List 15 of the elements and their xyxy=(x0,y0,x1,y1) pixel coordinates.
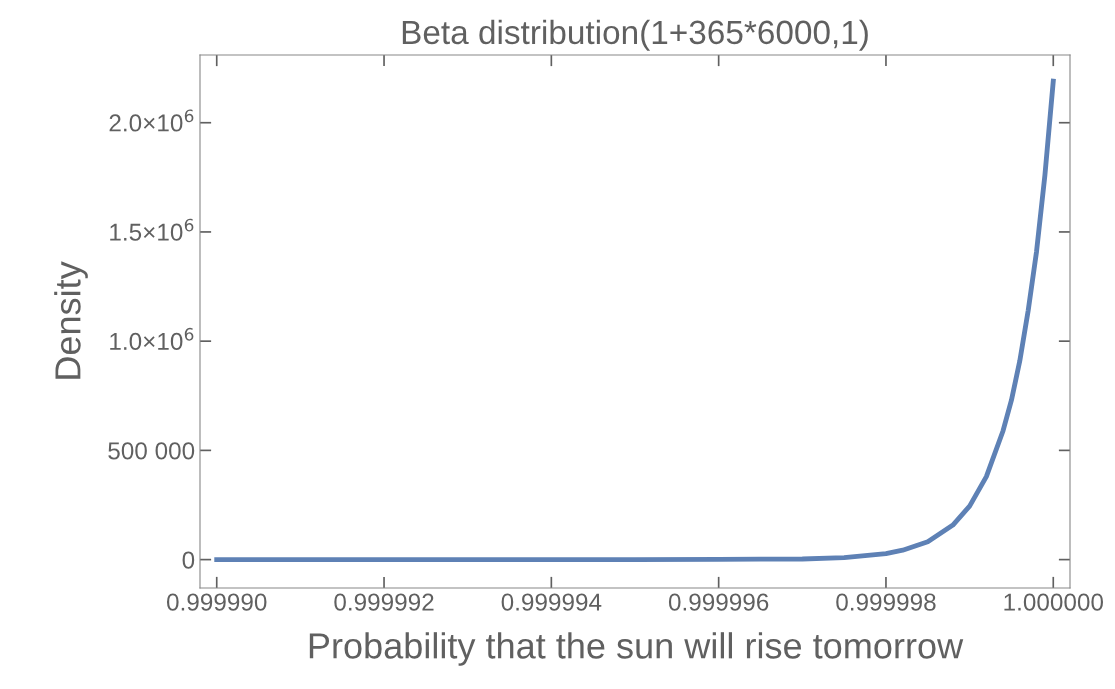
x-axis-title: Probability that the sun will rise tomorrow xyxy=(309,632,964,666)
x-tick-label: 0.999992 xyxy=(334,593,434,611)
line-series xyxy=(214,78,1056,563)
y-tick-label: 2.0×10$^{6}$ xyxy=(109,109,194,132)
y-axis-title: Density xyxy=(54,261,88,379)
x-tick-label: 0.999996 xyxy=(668,593,769,611)
y-tick-label: 1.5×10$^{6}$ xyxy=(110,218,194,241)
x-tick-label: 0.999994 xyxy=(501,593,602,611)
y-tick-label: 1.0×10$^{6}$ xyxy=(110,327,194,351)
chart-title: Beta distribution(1+365*6000,1) xyxy=(402,19,868,51)
x-tick-label: 1.000000 xyxy=(1004,593,1104,611)
x-tick-label: 0.999998 xyxy=(836,593,936,611)
y-tick-label: 500 000 xyxy=(108,442,195,460)
x-tick-label: 0.999990 xyxy=(167,593,267,611)
y-tick-label: 0 xyxy=(182,551,195,569)
